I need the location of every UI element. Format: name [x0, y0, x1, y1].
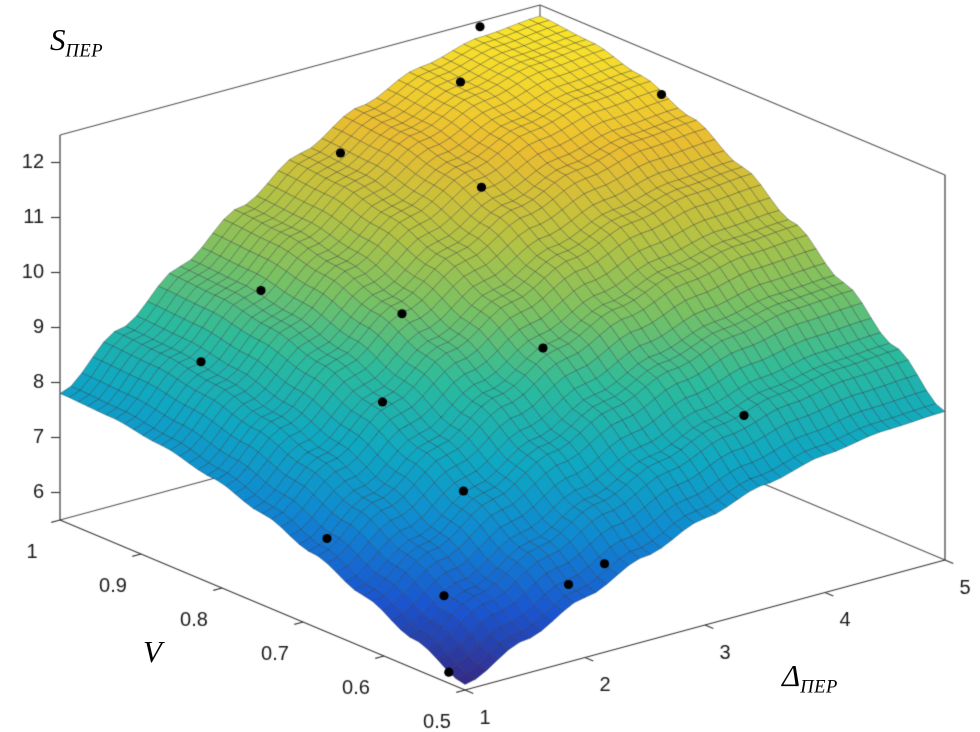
- x-axis-label-main: Δ: [782, 658, 801, 693]
- x-axis-label: ΔПЕР: [782, 658, 838, 699]
- y-axis-label: V: [143, 634, 162, 675]
- y-axis-label-main: V: [143, 634, 162, 669]
- z-axis-label-main: S: [50, 22, 66, 57]
- x-axis-label-sub: ПЕР: [800, 676, 838, 698]
- z-axis-label: SПЕР: [50, 22, 103, 63]
- z-axis-label-sub: ПЕР: [65, 40, 104, 62]
